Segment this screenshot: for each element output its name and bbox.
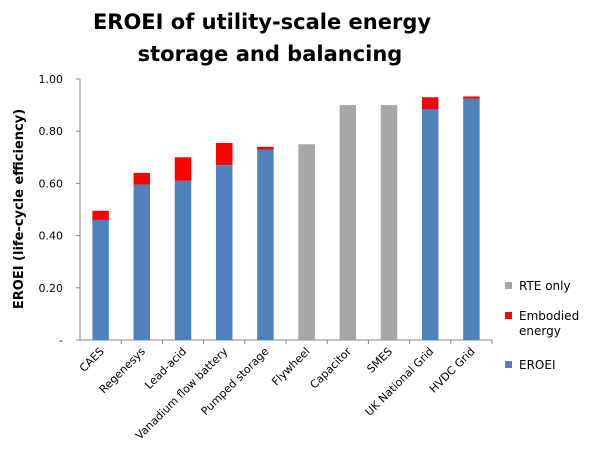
legend-swatch [505,361,512,368]
bar-rte-only [339,105,357,340]
category-label: Flywheel [269,345,312,388]
category-label: SMES [364,345,395,376]
bar-eroei [92,219,109,340]
bar-series [92,96,480,340]
y-tick-label: 0.60 [39,177,64,190]
bar-eroei [463,98,480,340]
bar-eroei [257,149,274,340]
y-axis-label: EROEI (life-cycle efficiency) [12,109,27,309]
bar-eroei [215,165,233,340]
category-label: Capacitor [307,345,354,392]
bar-embodied-energy [133,172,151,185]
bar-embodied-energy [174,157,192,181]
legend-label: EROEI [519,358,556,372]
bar-eroei [174,180,192,340]
y-tick-label: 1.00 [39,73,64,86]
category-label: CAES [77,345,107,375]
bar-embodied-energy [92,210,109,220]
y-tick-label: 0.80 [39,125,64,138]
legend-swatch [505,282,512,289]
y-tick-label: 0.40 [39,230,64,243]
y-tick-label: - [59,334,63,347]
bar-eroei [421,109,439,340]
y-axis-ticks: - 0.20 0.40 0.60 0.80 1.00 [39,73,80,347]
bar-embodied-energy [215,142,233,166]
chart-title-line-2: storage and balancing [138,42,403,66]
legend-label: Embodied [519,309,579,323]
legend-swatch [505,312,512,319]
legend-label: energy [519,324,561,338]
bar-embodied-energy [257,146,274,150]
bar-rte-only [298,144,315,340]
bar-embodied-energy [463,96,480,99]
bar-rte-only [380,105,398,340]
chart-title-line-1: EROEI of utility-scale energy [93,10,431,34]
bar-embodied-energy [421,97,439,110]
bar-eroei [133,184,151,340]
y-tick-label: 0.20 [39,282,64,295]
legend-label: RTE only [519,279,571,293]
